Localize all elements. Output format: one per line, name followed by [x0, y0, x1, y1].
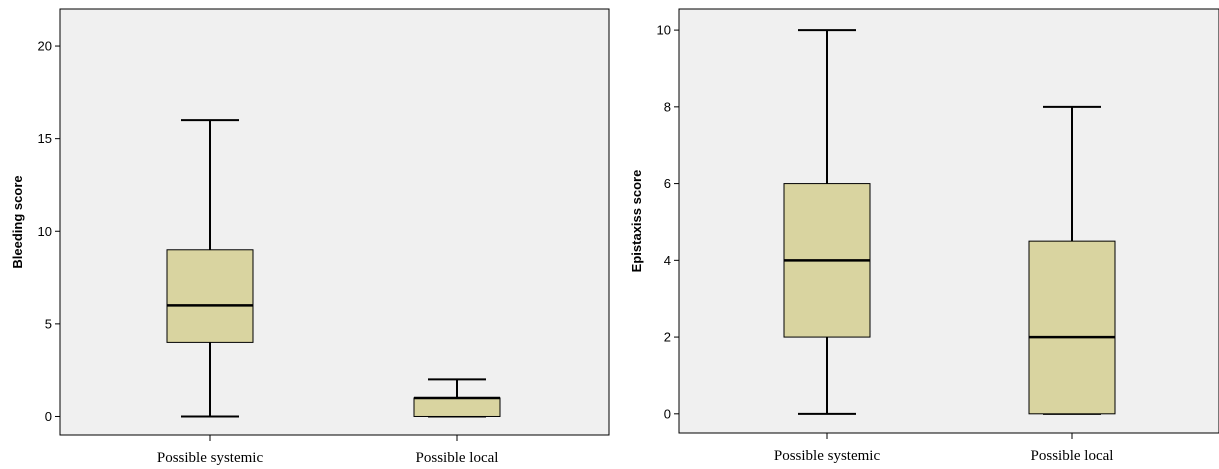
box-possible-systemic	[166, 119, 254, 418]
y-axis-title: Bleeding score	[10, 175, 25, 268]
y-tick-label: 2	[664, 330, 671, 345]
y-tick-label: 0	[45, 409, 52, 424]
plot-area	[59, 8, 610, 436]
y-tick-label: 10	[38, 224, 52, 239]
x-category-label: Possible systemic	[774, 448, 881, 464]
y-tick-label: 4	[664, 253, 671, 268]
y-tick-label: 6	[664, 176, 671, 191]
y-tick-label: 20	[38, 39, 52, 54]
y-tick-label: 10	[657, 23, 671, 38]
x-category-label: Possible local	[1031, 448, 1114, 464]
y-axis-title: Epistaxiss score	[629, 170, 644, 273]
y-tick-label: 5	[45, 316, 52, 331]
bleeding-score-chart: 0 5 10 15 20 Bleeding score Possible systemic P…	[10, 8, 610, 466]
x-category-label: Possible systemic	[157, 450, 264, 466]
iqr-box	[1028, 240, 1116, 415]
iqr-box	[413, 397, 501, 417]
box-possible-local	[1028, 105, 1116, 415]
x-category-label: Possible local	[416, 450, 499, 466]
iqr-box	[166, 249, 254, 343]
y-tick-label: 0	[664, 406, 671, 421]
box-possible-systemic	[783, 29, 871, 415]
box-possible-local	[413, 378, 501, 418]
y-tick-label: 8	[664, 99, 671, 114]
y-tick-label: 15	[38, 131, 52, 146]
epistaxis-score-chart: 0 2 4 6 8 10 Epistaxiss score Possible systemic…	[629, 8, 1219, 464]
plot-area	[678, 8, 1219, 434]
